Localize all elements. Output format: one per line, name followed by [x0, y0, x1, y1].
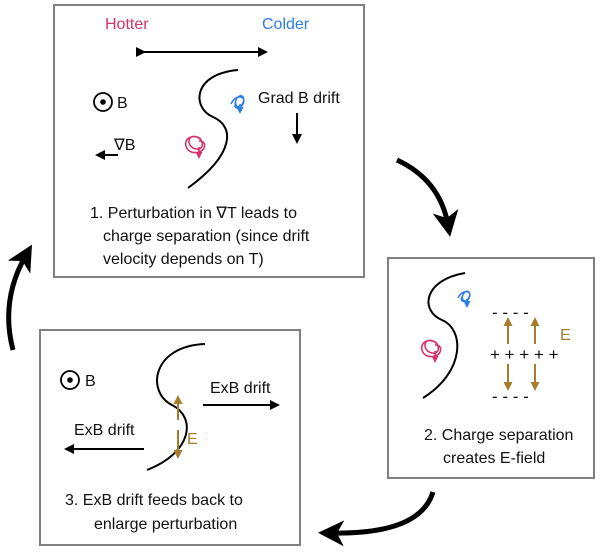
cold-particle-gyration-icon	[230, 95, 245, 114]
panel-1: Hotter Colder B ∇B Grad B drift 1. Pertu…	[53, 4, 365, 278]
panel-2-caption-line-1: 2. Charge separation	[424, 427, 573, 444]
panel-2-border	[387, 257, 595, 479]
grad-b-drift-label: Grad B drift	[258, 90, 340, 107]
hotter-label: Hotter	[105, 16, 149, 33]
cycle-arrow-3-to-1	[6, 244, 32, 351]
b-field-label-3: B	[85, 373, 96, 390]
cycle-arrow-1-to-2	[395, 157, 459, 237]
e-field-label-3: E	[187, 431, 198, 448]
e-field-arrows	[503, 317, 540, 391]
e-field-label: E	[560, 327, 571, 344]
hot-particle-gyration-icon	[184, 135, 206, 159]
exb-drift-left-label: ExB drift	[74, 422, 135, 439]
exb-drift-right-label: ExB drift	[210, 380, 271, 397]
panel-3-caption-line-2: enlarge perturbation	[94, 516, 237, 533]
panel-1-caption-line-2: charge separation (since drift	[103, 228, 310, 245]
b-field-label: B	[117, 95, 128, 112]
panel-1-border	[53, 4, 365, 278]
perturbation-wave-3	[146, 343, 206, 471]
cycle-arrow-2-to-3	[318, 491, 436, 547]
perturbation-wave-2	[422, 272, 466, 399]
panel-3-caption-line-1: 3. ExB drift feeds back to	[65, 492, 243, 509]
panel-1-caption-line-1: 1. Perturbation in ∇T leads to	[90, 205, 297, 222]
positive-charges-middle: + + + + +	[490, 345, 559, 364]
perturbation-wave	[187, 69, 239, 189]
panel-2-caption-line-2: creates E-field	[443, 450, 545, 467]
colder-label: Colder	[262, 16, 310, 33]
grad-b-label: ∇B	[113, 137, 135, 154]
negative-charges-bottom: - - - -	[492, 387, 529, 406]
panel-2: - - - - + + + + + - - - - E 2. Charge se…	[387, 257, 595, 479]
negative-charges-top: - - - -	[492, 303, 529, 322]
panel-3: B ExB drift ExB drift E 3. ExB drift fee…	[39, 329, 301, 546]
hot-particle-gyration-icon-2	[420, 339, 442, 363]
panel-3-border	[39, 329, 301, 546]
b-out-of-page-symbol-3	[60, 370, 80, 390]
b-out-of-page-symbol	[93, 92, 113, 112]
cold-particle-gyration-icon-2	[457, 290, 471, 308]
panel-1-caption-line-3: velocity depends on T)	[103, 251, 264, 268]
